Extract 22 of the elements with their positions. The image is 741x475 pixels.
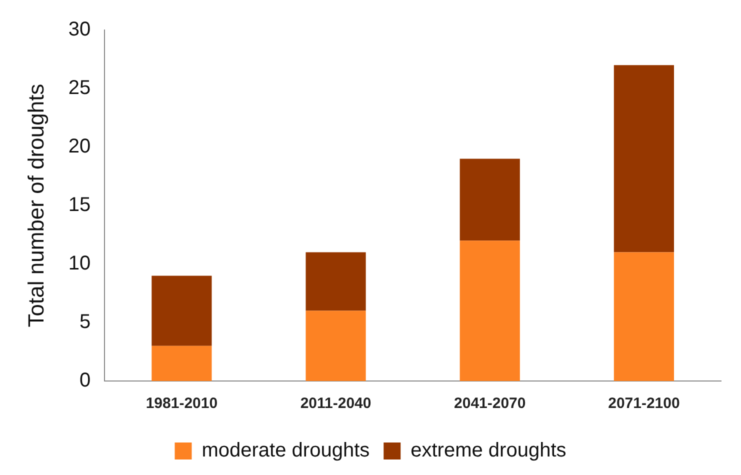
- bar: [614, 252, 674, 381]
- bar: [152, 276, 212, 346]
- bar: [306, 252, 366, 311]
- y-tick-label: 30: [68, 18, 91, 41]
- y-tick-label: 20: [68, 136, 91, 158]
- x-tick-label: 2011-2040: [300, 395, 372, 412]
- legend-label: extreme droughts: [410, 440, 566, 462]
- bar: [306, 310, 366, 381]
- bar: [152, 346, 212, 381]
- bar: [614, 65, 674, 252]
- y-tick-label: 10: [68, 252, 91, 275]
- x-tick-label: 2041-2070: [454, 395, 526, 412]
- y-tick-label: 0: [80, 370, 91, 392]
- bar: [460, 158, 520, 241]
- y-tick-label: 25: [68, 77, 91, 100]
- y-tick-label: 5: [80, 311, 91, 334]
- x-tick-label: 1981-2010: [146, 395, 218, 412]
- y-tick-label: 15: [68, 194, 91, 216]
- x-tick-label: 2071-2100: [608, 395, 680, 412]
- y-axis-title: Total number of droughts: [23, 84, 48, 328]
- bar: [460, 240, 520, 381]
- legend-label: moderate droughts: [202, 440, 370, 462]
